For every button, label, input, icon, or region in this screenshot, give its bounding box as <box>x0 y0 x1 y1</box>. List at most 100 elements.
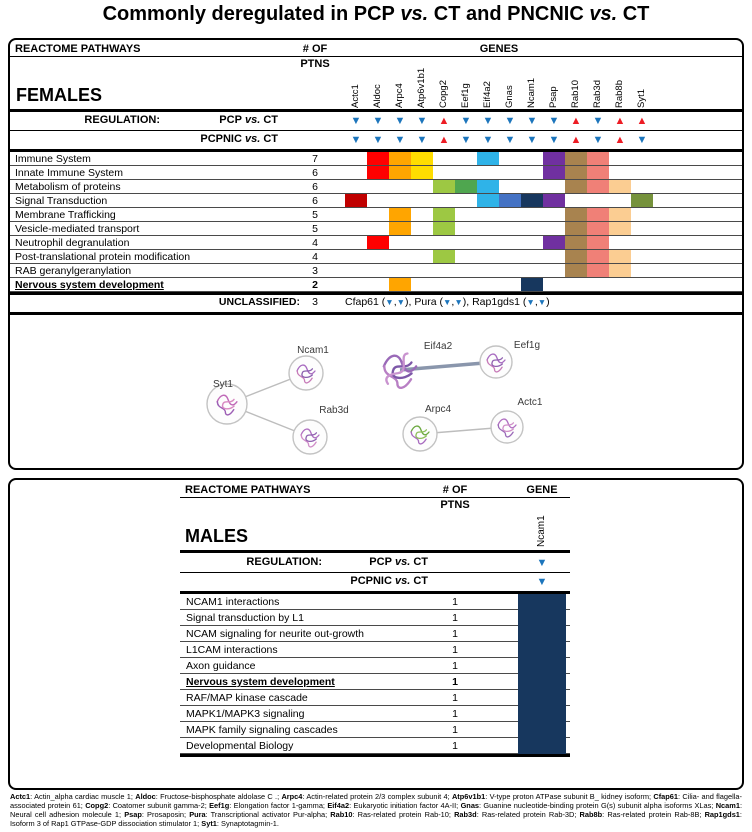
divider-line <box>10 292 742 295</box>
heatmap-cell-psap <box>543 166 565 179</box>
network-node-label: Rab3d <box>319 405 348 416</box>
unclassified-down-triangle: ▼ <box>442 297 452 307</box>
pathway-count: 4 <box>312 251 318 263</box>
pathway-count: 1 <box>452 724 458 736</box>
pathway-row: Neutrophil degranulation 4 <box>10 236 742 250</box>
divider-line <box>180 754 570 757</box>
heatmap-cell-ncam1 <box>518 738 566 754</box>
heatmap-cell-syt1 <box>631 194 653 207</box>
pathway-count: 6 <box>312 181 318 193</box>
heatmap-cell-ncam1 <box>518 594 566 610</box>
divider-line <box>10 149 742 152</box>
pathway-count: 7 <box>312 153 318 165</box>
legend-gene-name: Atp6v1b1 <box>451 792 486 801</box>
pathway-count: 1 <box>452 628 458 640</box>
heatmap-cell-arpc4 <box>389 278 411 291</box>
regulation-down-triangle: ▼ <box>548 134 560 146</box>
males-pathway-row: Nervous system development 1 <box>180 674 570 690</box>
females-header-genes: GENES <box>479 43 519 55</box>
regulation-down-triangle: ▼ <box>460 134 472 146</box>
gene-label-eef1g: Eef1g <box>460 83 471 108</box>
gene-label-ncam1: Ncam1 <box>526 77 537 108</box>
gene-label-atp6v1b1: Atp6v1b1 <box>416 67 427 108</box>
heatmap-cell-rab8b <box>609 222 631 235</box>
divider-line <box>10 56 742 57</box>
legend-gene-name: Cfap61 <box>653 792 679 801</box>
unclassified-down-triangle: ▼ <box>537 297 547 307</box>
network-node-actc1: Actc1 <box>490 397 543 444</box>
regulation-down-triangle: ▼ <box>592 134 604 146</box>
heatmap-cell-aldoc <box>367 166 389 179</box>
males-section-label: MALES <box>185 526 248 546</box>
network-node-label: Eif4a2 <box>424 341 453 352</box>
heatmap-cell-rab8b <box>609 180 631 193</box>
legend-gene-name: Arpc4 <box>281 792 303 801</box>
males-header-ptns: PTNS <box>440 499 470 511</box>
pathway-name: RAF/MAP kinase cascade <box>186 692 308 704</box>
legend-gene-name: Pura <box>189 809 206 819</box>
males-header-gene: GENE <box>526 484 558 496</box>
pathway-name: Developmental Biology <box>186 740 294 752</box>
pathway-name: Membrane Trafficking <box>15 209 116 221</box>
males-header-reactome-pathways: REACTOME PATHWAYS <box>185 484 311 496</box>
gene-label-gnas: Gnas <box>504 85 515 108</box>
divider-line <box>180 550 570 553</box>
heatmap-cell-rab8b <box>609 264 631 277</box>
legend-gene-name: Rab3d <box>454 809 477 819</box>
males-pathway-row: L1CAM interactions 1 <box>180 642 570 658</box>
regulation-down-triangle: ▼ <box>482 134 494 146</box>
regulation-up-triangle: ▲ <box>570 134 582 146</box>
males-pathway-row: RAF/MAP kinase cascade 1 <box>180 690 570 706</box>
heatmap-cell-arpc4 <box>389 166 411 179</box>
heatmap-cell-eef1g <box>455 180 477 193</box>
regulation-down-triangle: ▼ <box>394 134 406 146</box>
unclassified-label: UNCLASSIFIED: <box>218 296 300 308</box>
regulation-up-triangle: ▲ <box>636 115 648 127</box>
network-node-ncam1: Ncam1 <box>288 345 329 391</box>
pathway-name: L1CAM interactions <box>186 644 278 656</box>
regulation-down-triangle: ▼ <box>504 115 516 127</box>
network-node-arpc4: Arpc4 <box>402 404 451 452</box>
network-node-eef1g: Eef1g <box>479 340 540 379</box>
pathway-row: Innate Immune System 6 <box>10 166 742 180</box>
heatmap-cell-rab3d <box>587 208 609 221</box>
pathway-name: MAPK1/MAPK3 signaling <box>186 708 305 720</box>
heatmap-cell-actc1 <box>345 194 367 207</box>
pathway-count: 6 <box>312 195 318 207</box>
regulation-comparison-label: PCPNIC vs. CT <box>200 133 278 145</box>
pathway-name: RAB geranylgeranylation <box>15 265 132 277</box>
regulation-down-triangle: ▼ <box>372 134 384 146</box>
pathway-row: Post-translational protein modification 4 <box>10 250 742 264</box>
heatmap-cell-rab10 <box>565 222 587 235</box>
divider-line <box>10 130 742 131</box>
protein-network: Syt1 Ncam1 Rab3d Eif4a2 Eef1g Arpc4 Actc1 <box>206 340 543 455</box>
regulation-down-triangle: ▼ <box>526 134 538 146</box>
figure-title: Commonly deregulated in PCP vs. CT and P… <box>102 3 650 25</box>
regulation-down-triangle: ▼ <box>548 115 560 127</box>
pathway-count: 5 <box>312 209 318 221</box>
pathway-row: Nervous system development 2 <box>10 278 742 292</box>
heatmap-cell-rab10 <box>565 264 587 277</box>
regulation-up-triangle: ▲ <box>614 115 626 127</box>
pathway-name: Post-translational protein modification <box>15 251 191 263</box>
pathway-row: Signal Transduction 6 <box>10 194 742 208</box>
heatmap-cell-rab10 <box>565 208 587 221</box>
unclassified-row: UNCLASSIFIED: 3 Cfap61 (▼,▼), Pura (▼,▼)… <box>10 295 742 311</box>
heatmap-cell-rab8b <box>609 208 631 221</box>
pathway-count: 1 <box>452 676 458 688</box>
pathway-name: Immune System <box>15 153 91 165</box>
regulation-down-triangle: ▼ <box>536 576 548 588</box>
regulation-down-triangle: ▼ <box>482 115 494 127</box>
heatmap-cell-copg2 <box>433 250 455 263</box>
regulation-down-triangle: ▼ <box>526 115 538 127</box>
pathway-count: 3 <box>312 265 318 277</box>
heatmap-cell-eif4a2 <box>477 180 499 193</box>
regulation-down-triangle: ▼ <box>372 115 384 127</box>
males-pathway-row: MAPK1/MAPK3 signaling 1 <box>180 706 570 722</box>
heatmap-cell-rab10 <box>565 236 587 249</box>
males-pathway-row: Axon guidance 1 <box>180 658 570 674</box>
males-regulation-row-pcp: REGULATION: PCP vs. CT ▼ <box>10 554 742 572</box>
legend-gene-name: Rab8b <box>579 809 603 819</box>
regulation-down-triangle: ▼ <box>416 115 428 127</box>
regulation-down-triangle: ▼ <box>350 134 362 146</box>
